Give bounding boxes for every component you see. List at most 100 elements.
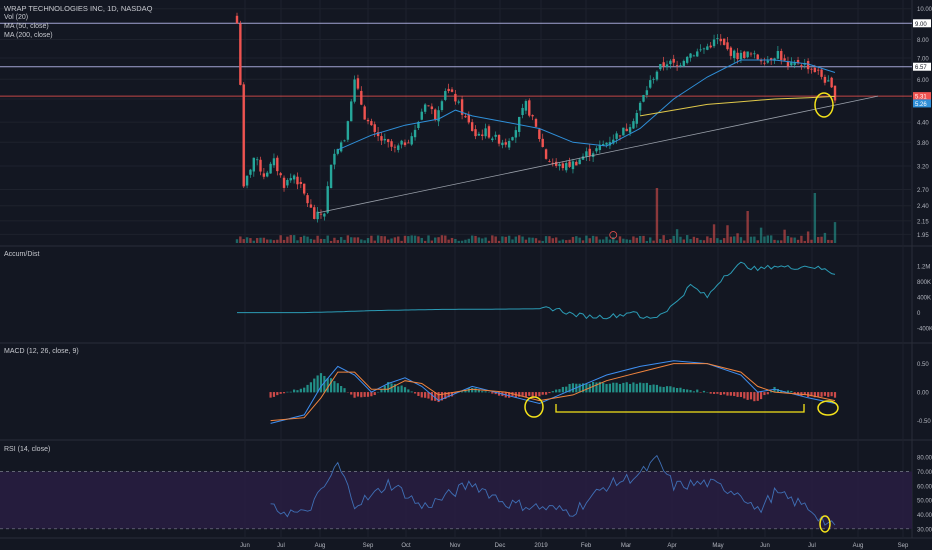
price-tick-label: 3.20 [917, 165, 929, 171]
macd-histogram-bar [343, 388, 346, 393]
macd-histogram-bar [605, 384, 608, 393]
candle-body [615, 133, 618, 139]
macd-histogram-bar [323, 375, 326, 393]
volume-bar [655, 188, 659, 243]
ad-tick-label: 800K [917, 280, 931, 286]
volume-bar [827, 239, 830, 243]
macd-histogram-bar [400, 385, 403, 393]
volume-bar [766, 235, 770, 243]
volume-bar [494, 236, 497, 243]
macd-histogram-bar [565, 386, 568, 393]
candle-body [413, 129, 417, 138]
volume-bar [249, 238, 252, 243]
volume-bar [568, 239, 571, 243]
macd-histogram-bar [790, 390, 793, 393]
volume-bar [373, 240, 376, 243]
volume-bar [813, 193, 817, 243]
macd-histogram-bar [282, 392, 286, 394]
macd-histogram-bar [662, 386, 665, 393]
ma200-indicator-label[interactable]: MA (200, close) [4, 32, 53, 39]
macd-histogram-bar [612, 382, 615, 393]
volume-bar [689, 239, 692, 243]
accum-dist-line [237, 261, 836, 320]
volume-bar [286, 236, 289, 243]
macd-histogram-bar [676, 387, 679, 393]
volume-bar [316, 235, 319, 243]
macd-histogram-bar [712, 392, 716, 394]
candle-body [706, 46, 709, 50]
rsi-tick-label: 70.00 [917, 470, 932, 476]
volume-bar [669, 239, 672, 243]
volume-bar [726, 225, 729, 243]
candle-body [722, 38, 726, 45]
candle-body [669, 60, 672, 65]
candle-body [339, 142, 343, 152]
macd-histogram-bar [474, 388, 477, 393]
macd-histogram-bar [649, 385, 652, 393]
candle-body [736, 52, 739, 60]
macd-histogram-bar [541, 392, 544, 395]
candle-body [511, 137, 514, 141]
price-tick-label: 2.40 [917, 204, 929, 210]
volume-bar [504, 236, 507, 243]
volume-bar [313, 239, 316, 243]
macd-histogram-bar [269, 392, 272, 398]
accum-dist-pane [237, 261, 836, 320]
candle-body [464, 116, 467, 118]
macd-histogram-bar [776, 388, 779, 393]
macd-histogram-bar [598, 381, 601, 393]
price-tick-label: 1.95 [917, 233, 929, 239]
signal-line [270, 363, 836, 422]
macd-histogram-bar [749, 392, 753, 400]
support-trendline [317, 95, 879, 214]
candle-body [336, 148, 339, 154]
volume-bar [830, 240, 833, 243]
macd-label[interactable]: MACD (12, 26, close, 9) [4, 348, 79, 355]
rsi-label[interactable]: RSI (14, close) [4, 446, 51, 453]
ma50-indicator-label[interactable]: MA (50, close) [4, 23, 49, 30]
price-pane [0, 12, 912, 243]
candle-body [380, 136, 383, 141]
volume-bar [554, 237, 558, 243]
candle-body [800, 65, 803, 67]
candle-body [790, 62, 793, 66]
macd-histogram-bar [534, 392, 538, 397]
candle-body [491, 138, 494, 141]
macd-histogram-bar [333, 381, 336, 393]
macd-tick-label: -0.50 [917, 419, 931, 425]
vol-indicator-label[interactable]: Vol (20) [4, 14, 29, 21]
volume-bar [803, 240, 806, 243]
accum-dist-label[interactable]: Accum/Dist [4, 251, 40, 258]
candle-body [605, 142, 608, 145]
volume-bar [333, 237, 336, 243]
candle-body [548, 161, 551, 162]
candle-body [255, 159, 259, 161]
macd-histogram-bar [279, 392, 282, 394]
candle-body [249, 169, 252, 175]
time-axis-label: 2019 [534, 543, 548, 549]
volume-bar [423, 240, 427, 243]
macd-histogram-bar [585, 383, 588, 393]
ad-tick-label: -400K [917, 327, 932, 333]
candle-body [447, 88, 450, 92]
volume-bar [716, 238, 719, 243]
volume-bar [407, 236, 410, 243]
candle-body [817, 69, 820, 71]
macd-histogram-bar [366, 392, 370, 397]
macd-histogram-bar [467, 388, 470, 393]
candle-body [383, 138, 387, 141]
rsi-tick-label: 80.00 [917, 456, 932, 462]
macd-histogram-bar [759, 392, 763, 400]
candle-body [397, 145, 400, 150]
volume-bar [652, 240, 655, 243]
macd-histogram-bar [739, 392, 743, 398]
volume-bar [484, 237, 487, 243]
macd-histogram-bar [450, 392, 454, 397]
macd-histogram-bar [363, 392, 366, 397]
macd-histogram-bar [692, 391, 695, 393]
volume-bar [769, 235, 773, 243]
macd-histogram-bar [447, 392, 450, 398]
volume-bar [497, 240, 501, 243]
symbol-title: WRAP TECHNOLOGIES INC, 1D, NASDAQ [4, 4, 153, 13]
